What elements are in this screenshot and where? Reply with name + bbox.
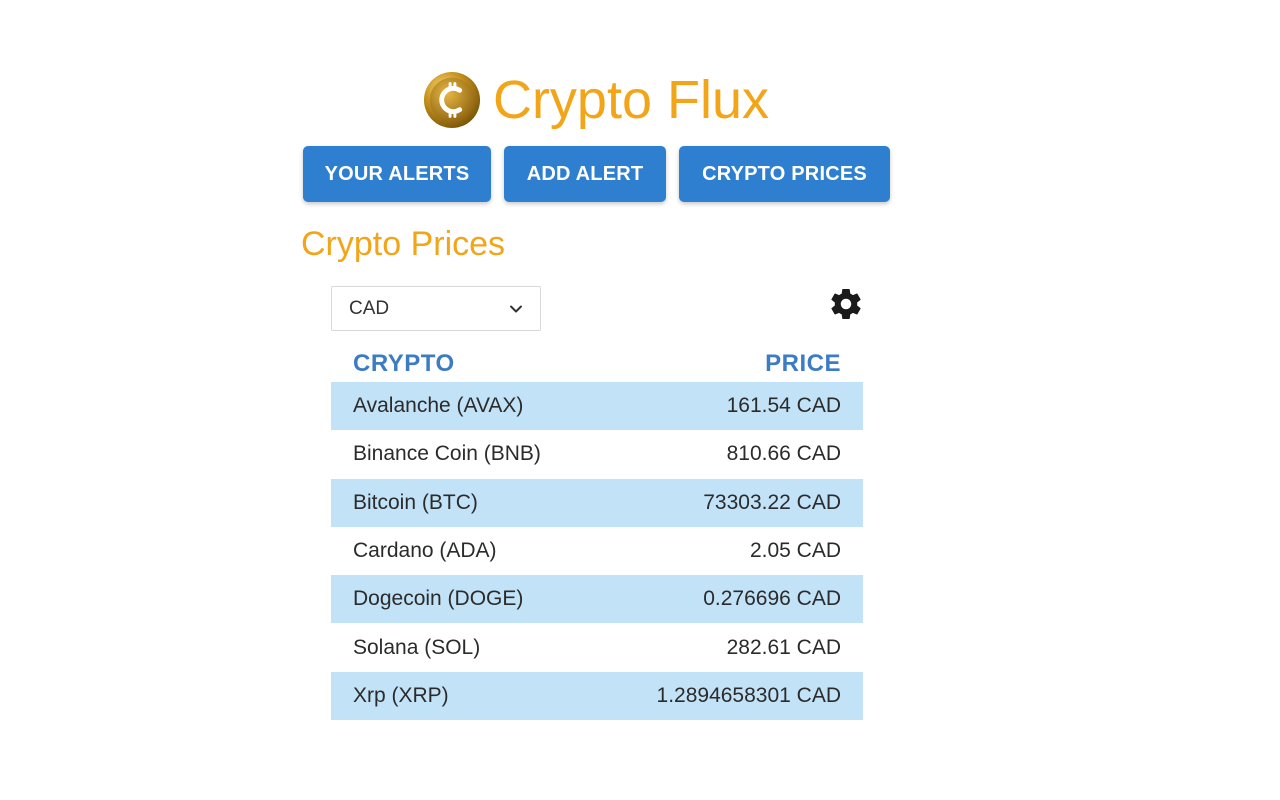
- chevron-down-icon: [510, 305, 522, 312]
- table-row: Cardano (ADA) 2.05 CAD: [331, 527, 863, 575]
- table-row: Avalanche (AVAX) 161.54 CAD: [331, 382, 863, 431]
- crypto-name: Xrp (XRP): [353, 683, 449, 707]
- table-row: Solana (SOL) 282.61 CAD: [331, 623, 863, 671]
- crypto-prices-table: CRYPTO PRICE Avalanche (AVAX) 161.54 CAD…: [331, 346, 863, 721]
- currency-select-value: CAD: [349, 297, 390, 319]
- section-title: Crypto Prices: [301, 225, 506, 263]
- main-nav: YOUR ALERTS ADD ALERT CRYPTO PRICES: [303, 146, 890, 202]
- crypto-name: Binance Coin (BNB): [353, 442, 541, 466]
- crypto-price: 2.05 CAD: [749, 539, 841, 563]
- table-row: Bitcoin (BTC) 73303.22 CAD: [331, 478, 863, 527]
- bitcoin-coin-icon: [423, 71, 480, 129]
- crypto-price: 0.276696 CAD: [703, 587, 841, 611]
- table-header: CRYPTO PRICE: [331, 346, 863, 382]
- crypto-name: Dogecoin (DOGE): [353, 587, 524, 611]
- app-header: Crypto Flux: [300, 64, 892, 136]
- crypto-price: 161.54 CAD: [726, 394, 841, 418]
- crypto-prices-button[interactable]: CRYPTO PRICES: [679, 146, 890, 202]
- gear-icon[interactable]: [828, 286, 864, 322]
- crypto-price: 1.2894658301 CAD: [656, 683, 841, 707]
- crypto-name: Cardano (ADA): [353, 539, 497, 563]
- crypto-name: Bitcoin (BTC): [353, 490, 478, 514]
- add-alert-button[interactable]: ADD ALERT: [504, 146, 666, 202]
- table-row: Dogecoin (DOGE) 0.276696 CAD: [331, 575, 863, 624]
- crypto-price: 73303.22 CAD: [703, 490, 841, 514]
- crypto-price: 810.66 CAD: [726, 442, 841, 466]
- column-header-price: PRICE: [765, 350, 841, 377]
- app-title: Crypto Flux: [492, 70, 770, 130]
- crypto-name: Avalanche (AVAX): [353, 394, 524, 418]
- crypto-name: Solana (SOL): [353, 635, 481, 659]
- column-header-crypto: CRYPTO: [353, 350, 455, 377]
- your-alerts-button[interactable]: YOUR ALERTS: [303, 146, 491, 202]
- currency-select[interactable]: CAD: [331, 286, 541, 331]
- crypto-price: 282.61 CAD: [726, 635, 841, 659]
- table-row: Binance Coin (BNB) 810.66 CAD: [331, 430, 863, 478]
- table-row: Xrp (XRP) 1.2894658301 CAD: [331, 671, 863, 721]
